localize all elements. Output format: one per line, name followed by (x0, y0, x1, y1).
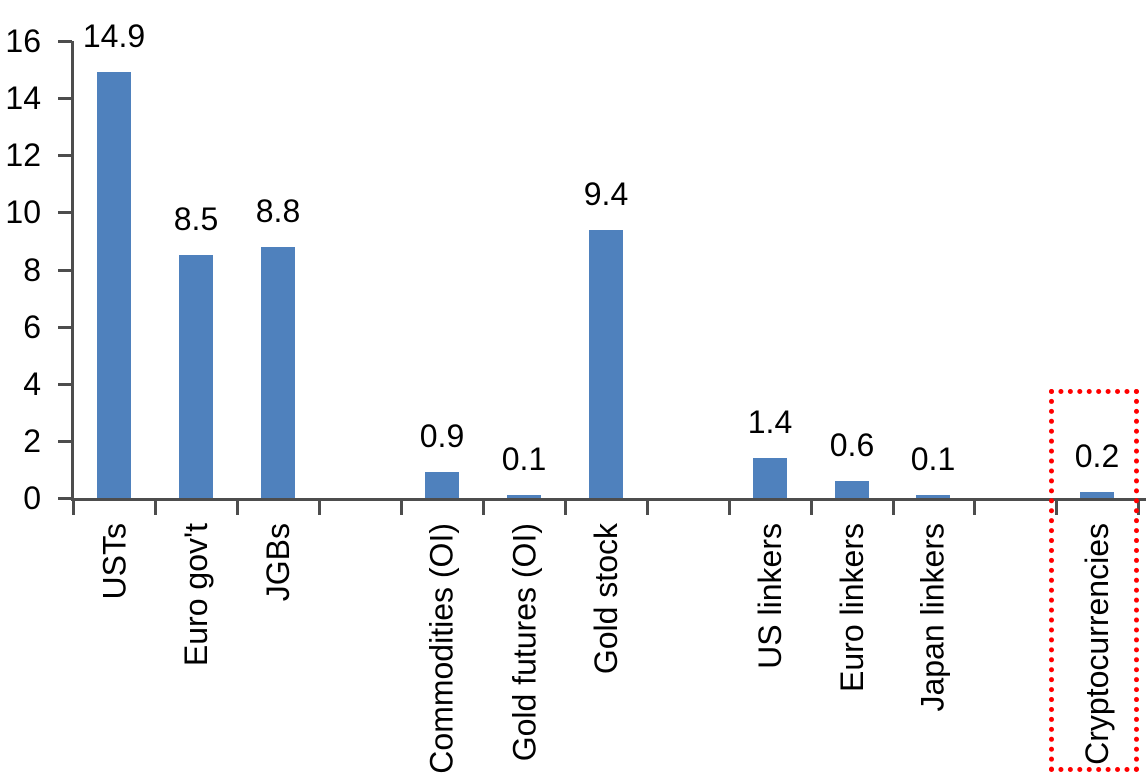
x-axis-line (71, 498, 1146, 501)
x-tick-7 (646, 501, 649, 515)
x-label-jgbs: JGBs (260, 523, 296, 602)
x-tick-10 (892, 501, 895, 515)
bar-cryptocurrencies (1080, 492, 1114, 498)
x-tick-4 (400, 501, 403, 515)
cryptocurrencies-highlight-box (1049, 389, 1139, 772)
bar-euro-gov-t (179, 255, 213, 498)
y-tick-label-14: 14 (5, 80, 41, 116)
y-tick-label-10: 10 (5, 194, 41, 230)
x-tick-9 (810, 501, 813, 515)
y-tick-8 (58, 269, 72, 272)
y-tick-2 (58, 440, 72, 443)
value-label-cryptocurrencies: 0.2 (1074, 438, 1120, 474)
bar-usts (97, 72, 131, 498)
value-label-jgbs: 8.8 (255, 193, 301, 229)
y-axis-line (71, 41, 74, 501)
y-tick-label-4: 4 (23, 366, 41, 402)
value-label-usts: 14.9 (82, 18, 146, 54)
y-tick-12 (58, 154, 72, 157)
bar-euro-linkers (835, 481, 869, 498)
x-tick-11 (973, 501, 976, 515)
x-label-us-linkers: US linkers (752, 523, 788, 669)
y-tick-4 (58, 383, 72, 386)
y-tick-0 (58, 497, 72, 500)
bar-jgbs (261, 247, 295, 498)
x-tick-2 (236, 501, 239, 515)
value-label-japan-linkers: 0.1 (910, 441, 956, 477)
y-tick-label-0: 0 (23, 480, 41, 516)
value-label-gold-stock: 9.4 (583, 176, 629, 212)
bar-gold-futures-oi (507, 495, 541, 498)
x-label-commodities-oi: Commodities (OI) (424, 523, 460, 774)
x-tick-0 (72, 501, 75, 515)
value-label-gold-futures-oi: 0.1 (501, 441, 547, 477)
y-tick-10 (58, 211, 72, 214)
y-tick-16 (58, 40, 72, 43)
value-label-us-linkers: 1.4 (747, 404, 793, 440)
x-tick-6 (564, 501, 567, 515)
y-tick-label-8: 8 (23, 252, 41, 288)
bar-commodities-oi (425, 472, 459, 498)
x-label-gold-stock: Gold stock (588, 523, 624, 675)
value-label-euro-linkers: 0.6 (829, 427, 875, 463)
y-tick-label-16: 16 (5, 23, 41, 59)
y-tick-label-6: 6 (23, 309, 41, 345)
x-label-euro-gov-t: Euro gov't (178, 523, 214, 667)
bar-japan-linkers (916, 495, 950, 498)
y-tick-6 (58, 326, 72, 329)
bar-us-linkers (753, 458, 787, 498)
x-label-japan-linkers: Japan linkers (915, 523, 951, 712)
y-tick-label-2: 2 (23, 423, 41, 459)
value-label-euro-gov-t: 8.5 (173, 201, 219, 237)
x-tick-12 (1055, 501, 1058, 515)
x-label-euro-linkers: Euro linkers (834, 523, 870, 692)
x-tick-3 (318, 501, 321, 515)
value-label-commodities-oi: 0.9 (419, 418, 465, 454)
x-tick-5 (482, 501, 485, 515)
bar-gold-stock (589, 230, 623, 498)
x-tick-8 (728, 501, 731, 515)
x-tick-1 (154, 501, 157, 515)
x-label-usts: USTs (96, 523, 132, 600)
x-label-gold-futures-oi: Gold futures (OI) (506, 523, 542, 762)
y-tick-14 (58, 97, 72, 100)
y-tick-label-12: 12 (5, 137, 41, 173)
